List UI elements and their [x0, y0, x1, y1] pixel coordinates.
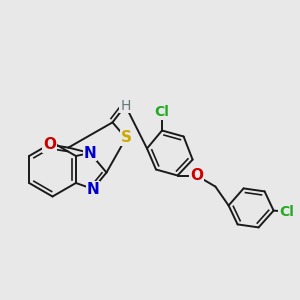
- Text: S: S: [121, 130, 131, 146]
- Text: Cl: Cl: [154, 106, 169, 119]
- Text: Cl: Cl: [279, 205, 294, 218]
- Text: H: H: [120, 99, 130, 112]
- Text: O: O: [190, 168, 203, 183]
- Text: O: O: [43, 137, 56, 152]
- Text: N: N: [84, 146, 96, 160]
- Text: N: N: [87, 182, 99, 196]
